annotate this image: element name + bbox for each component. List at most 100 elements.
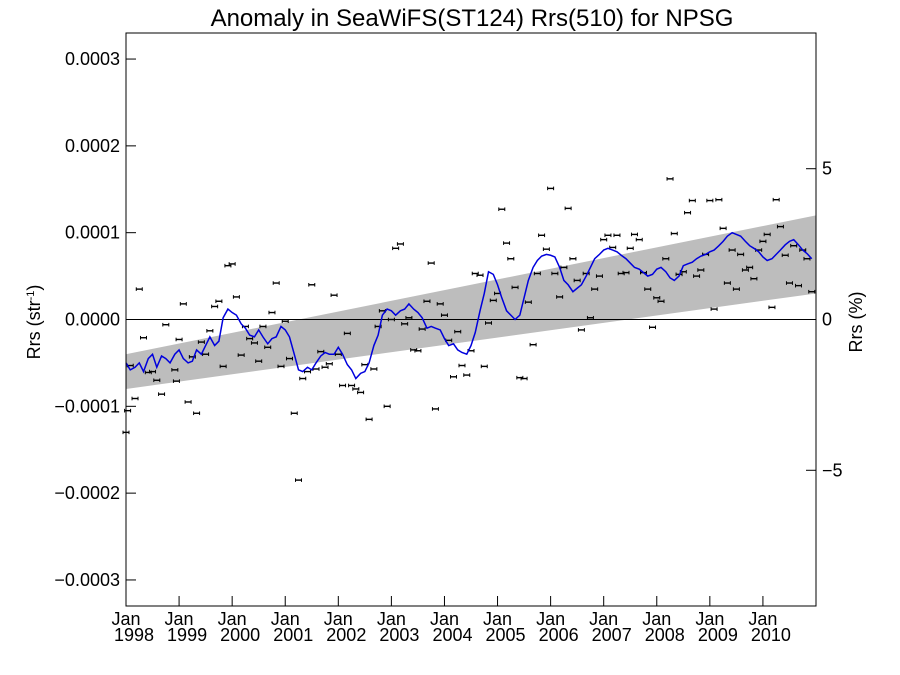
- y-axis-left: 0.0003 0.0002 0.0001 0.0000 −0.0001 −0.0002 −0…: [54, 49, 136, 590]
- data-point: [794, 283, 802, 288]
- data-point: [649, 325, 657, 330]
- data-point: [746, 265, 754, 270]
- data-point: [427, 261, 435, 265]
- data-point: [591, 287, 599, 291]
- data-point: [255, 359, 263, 363]
- data-point: [533, 271, 541, 276]
- data-point: [339, 383, 347, 388]
- data-point: [600, 237, 608, 242]
- data-point: [392, 246, 400, 251]
- data-point: [135, 287, 143, 291]
- data-point: [772, 197, 780, 202]
- data-point: [808, 289, 816, 294]
- y-tick-label: −0.0002: [54, 483, 120, 503]
- data-point: [237, 353, 245, 357]
- data-point: [158, 392, 166, 396]
- data-point: [697, 268, 705, 272]
- data-point: [405, 315, 413, 320]
- x-tick-year-label: 2006: [539, 625, 579, 645]
- data-point: [401, 322, 409, 326]
- data-point: [776, 224, 784, 229]
- data-point: [431, 407, 439, 411]
- data-point: [547, 186, 555, 191]
- data-point: [259, 324, 267, 329]
- data-point: [613, 233, 621, 238]
- data-point: [172, 379, 180, 383]
- data-point: [586, 315, 594, 320]
- data-point: [206, 328, 214, 333]
- data-point: [219, 364, 227, 369]
- data-point: [693, 274, 701, 278]
- x-tick-month-label: Jan: [111, 609, 140, 629]
- data-point: [476, 273, 484, 278]
- data-point: [299, 376, 307, 381]
- data-point: [741, 268, 749, 272]
- data-point: [551, 271, 559, 276]
- data-point: [463, 373, 471, 377]
- data-point: [454, 329, 462, 334]
- y-tick-label: 0.0000: [65, 310, 120, 330]
- x-tick-month-label: Jan: [165, 609, 194, 629]
- data-point: [785, 281, 793, 285]
- data-point: [131, 396, 139, 401]
- data-point: [653, 295, 661, 300]
- x-tick-year-label: 2004: [432, 625, 472, 645]
- data-point: [449, 375, 457, 379]
- data-point: [604, 233, 612, 238]
- data-point: [281, 319, 289, 324]
- y-right-tick-label: −5: [822, 460, 843, 480]
- data-point: [542, 247, 550, 251]
- data-point: [529, 342, 537, 347]
- data-point: [179, 302, 187, 306]
- data-point: [348, 383, 356, 388]
- data-point: [175, 337, 183, 342]
- x-tick-year-label: 2005: [486, 625, 526, 645]
- trend-band-layer: [126, 215, 816, 389]
- data-point: [763, 232, 771, 237]
- data-point: [662, 256, 670, 261]
- x-tick-month-label: Jan: [271, 609, 300, 629]
- data-points-layer: [122, 177, 816, 482]
- y-tick-label: 0.0003: [65, 49, 120, 69]
- data-point: [520, 376, 528, 381]
- data-point: [577, 328, 585, 332]
- data-point: [387, 317, 395, 322]
- y-tick-label: 0.0002: [65, 136, 120, 156]
- y-tick-label: 0.0001: [65, 223, 120, 243]
- data-point: [723, 281, 731, 285]
- x-tick-year-label: 2007: [592, 625, 632, 645]
- data-point: [153, 378, 161, 383]
- data-point: [268, 310, 276, 315]
- data-point: [489, 298, 497, 303]
- data-point: [556, 295, 564, 299]
- data-point: [171, 368, 179, 372]
- x-tick-month-label: Jan: [218, 609, 247, 629]
- data-point: [737, 252, 745, 257]
- data-point: [357, 390, 365, 395]
- data-point: [644, 287, 652, 291]
- x-tick-month-label: Jan: [695, 609, 724, 629]
- y-tick-label: −0.0001: [54, 396, 120, 416]
- data-point: [684, 210, 692, 215]
- y-axis-left-label: Rrs (str-1): [24, 285, 44, 360]
- data-point: [728, 248, 736, 252]
- data-point: [285, 356, 293, 361]
- data-point: [197, 340, 205, 344]
- data-point: [290, 411, 298, 416]
- data-point: [458, 363, 466, 368]
- data-point: [343, 331, 351, 336]
- data-point: [480, 364, 488, 369]
- data-point: [630, 232, 638, 237]
- data-point: [670, 231, 678, 236]
- running-mean-line: [125, 231, 813, 380]
- data-point: [440, 313, 448, 317]
- data-point: [626, 246, 634, 251]
- data-point: [715, 197, 723, 202]
- x-tick-month-label: Jan: [748, 609, 777, 629]
- data-point: [524, 300, 532, 304]
- data-point: [264, 345, 272, 350]
- data-point: [295, 478, 302, 482]
- data-point: [719, 226, 727, 231]
- data-point: [635, 237, 643, 242]
- x-axis: Jan1998Jan1999Jan2000Jan2001Jan2002Jan20…: [111, 596, 791, 645]
